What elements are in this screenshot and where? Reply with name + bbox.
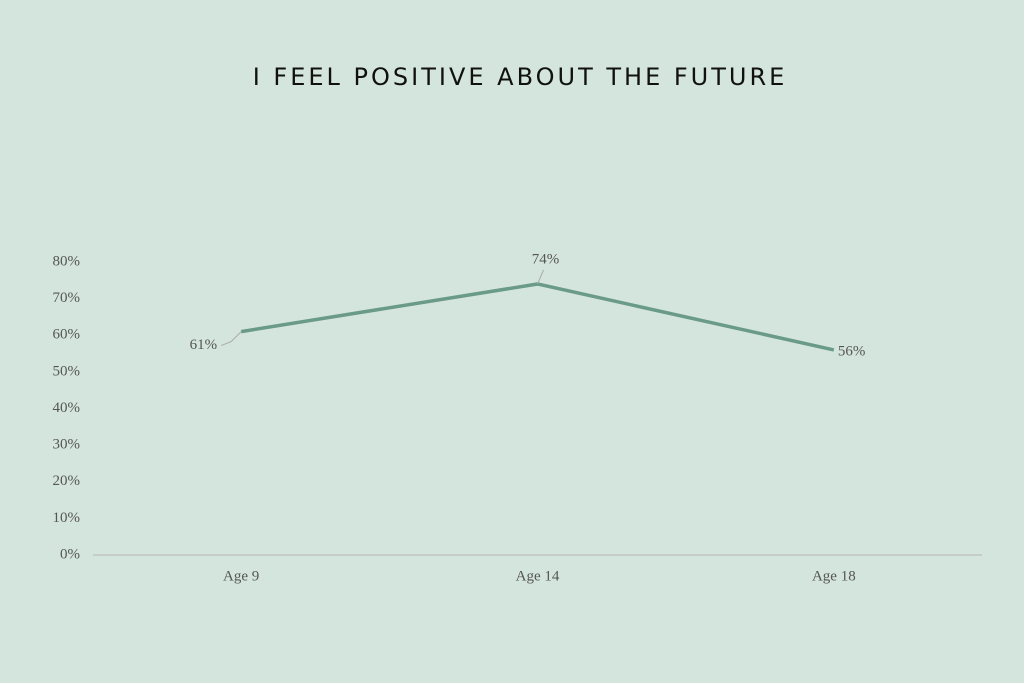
y-tick-label: 40% [53, 400, 81, 416]
data-line [240, 282, 835, 352]
y-tick-label: 80% [53, 253, 81, 269]
y-tick-label: 10% [53, 510, 81, 526]
leader-line [537, 269, 544, 285]
y-tick-label: 30% [53, 437, 81, 453]
y-tick-label: 70% [53, 290, 81, 306]
x-tick-label: Age 14 [516, 568, 560, 584]
y-tick-label: 0% [60, 546, 80, 562]
chart-title: I FEEL POSITIVE ABOUT THE FUTURE [253, 63, 788, 91]
data-label: 74% [532, 251, 560, 267]
y-tick-label: 60% [53, 327, 81, 343]
x-tick-label: Age 18 [812, 568, 856, 584]
leader-line [220, 331, 242, 347]
y-tick-label: 50% [53, 363, 81, 379]
x-tick-label: Age 9 [223, 568, 259, 584]
data-label: 61% [190, 337, 218, 353]
data-label: 56% [838, 343, 866, 359]
y-tick-label: 20% [53, 473, 81, 489]
